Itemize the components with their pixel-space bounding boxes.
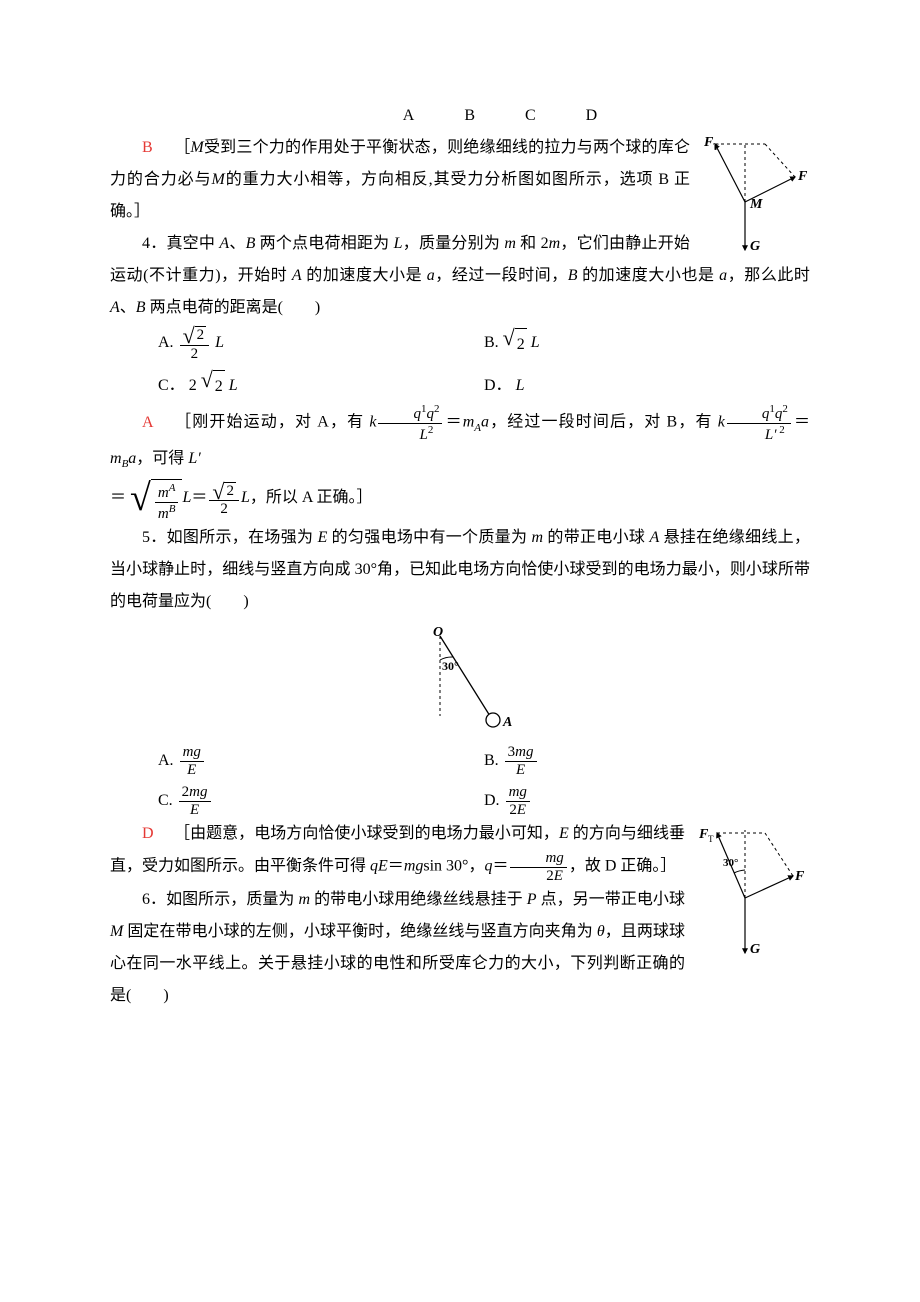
option-labels-row: ABCD [110,100,810,132]
q5-options: A. mgE B. 3mgE C. 2mgE D. mg2E [158,744,810,818]
q5-option-c: C. 2mgE [158,784,484,818]
q4-answer: A [142,407,174,439]
svg-text:G: G [750,239,760,252]
q4-explanation-cont: ＝ √mAmBL＝√22L，所以 A 正确。］ [110,475,810,522]
q4-explanation: A［刚开始运动，对 A，有 kq1q2L2＝mAa，经过一段时间后，对 B，有 … [110,403,810,475]
q3-force-diagram: F T F M G [700,132,810,252]
svg-text:A: A [502,715,512,730]
svg-text:M: M [749,197,763,212]
label-a: A [403,107,465,124]
label-c: C [525,107,586,124]
svg-text:O: O [433,626,443,640]
q5-option-d: D. mg2E [484,784,810,818]
q3-answer: B [142,132,174,164]
q4-option-c: C． 2√2L [158,368,484,403]
svg-text:F: F [794,869,805,884]
svg-text:30°: 30° [442,659,459,673]
q5-force-diagram: F T 30° F G [695,818,810,958]
q5-answer: D [142,818,174,850]
q5-option-a: A. mgE [158,744,484,778]
q4-option-d: D． L [484,368,810,403]
svg-text:G: G [750,942,760,957]
svg-text:F: F [797,169,808,184]
q4-option-a: A. √22L [158,324,484,362]
svg-text:30°: 30° [723,857,738,869]
q4-option-b: B. √2L [484,324,810,362]
label-d: D [586,107,648,124]
q5-pendulum-diagram: O 30° A [405,626,515,736]
svg-text:T: T [713,142,719,152]
svg-text:T: T [708,834,714,844]
q4-options: A. √22L B. √2L C． 2√2L D． L [158,324,810,403]
q5-option-b: B. 3mgE [484,744,810,778]
label-b: B [464,107,525,124]
q5-stem: 5．如图所示，在场强为 E 的匀强电场中有一个质量为 m 的带正电小球 A 悬挂… [110,522,810,618]
